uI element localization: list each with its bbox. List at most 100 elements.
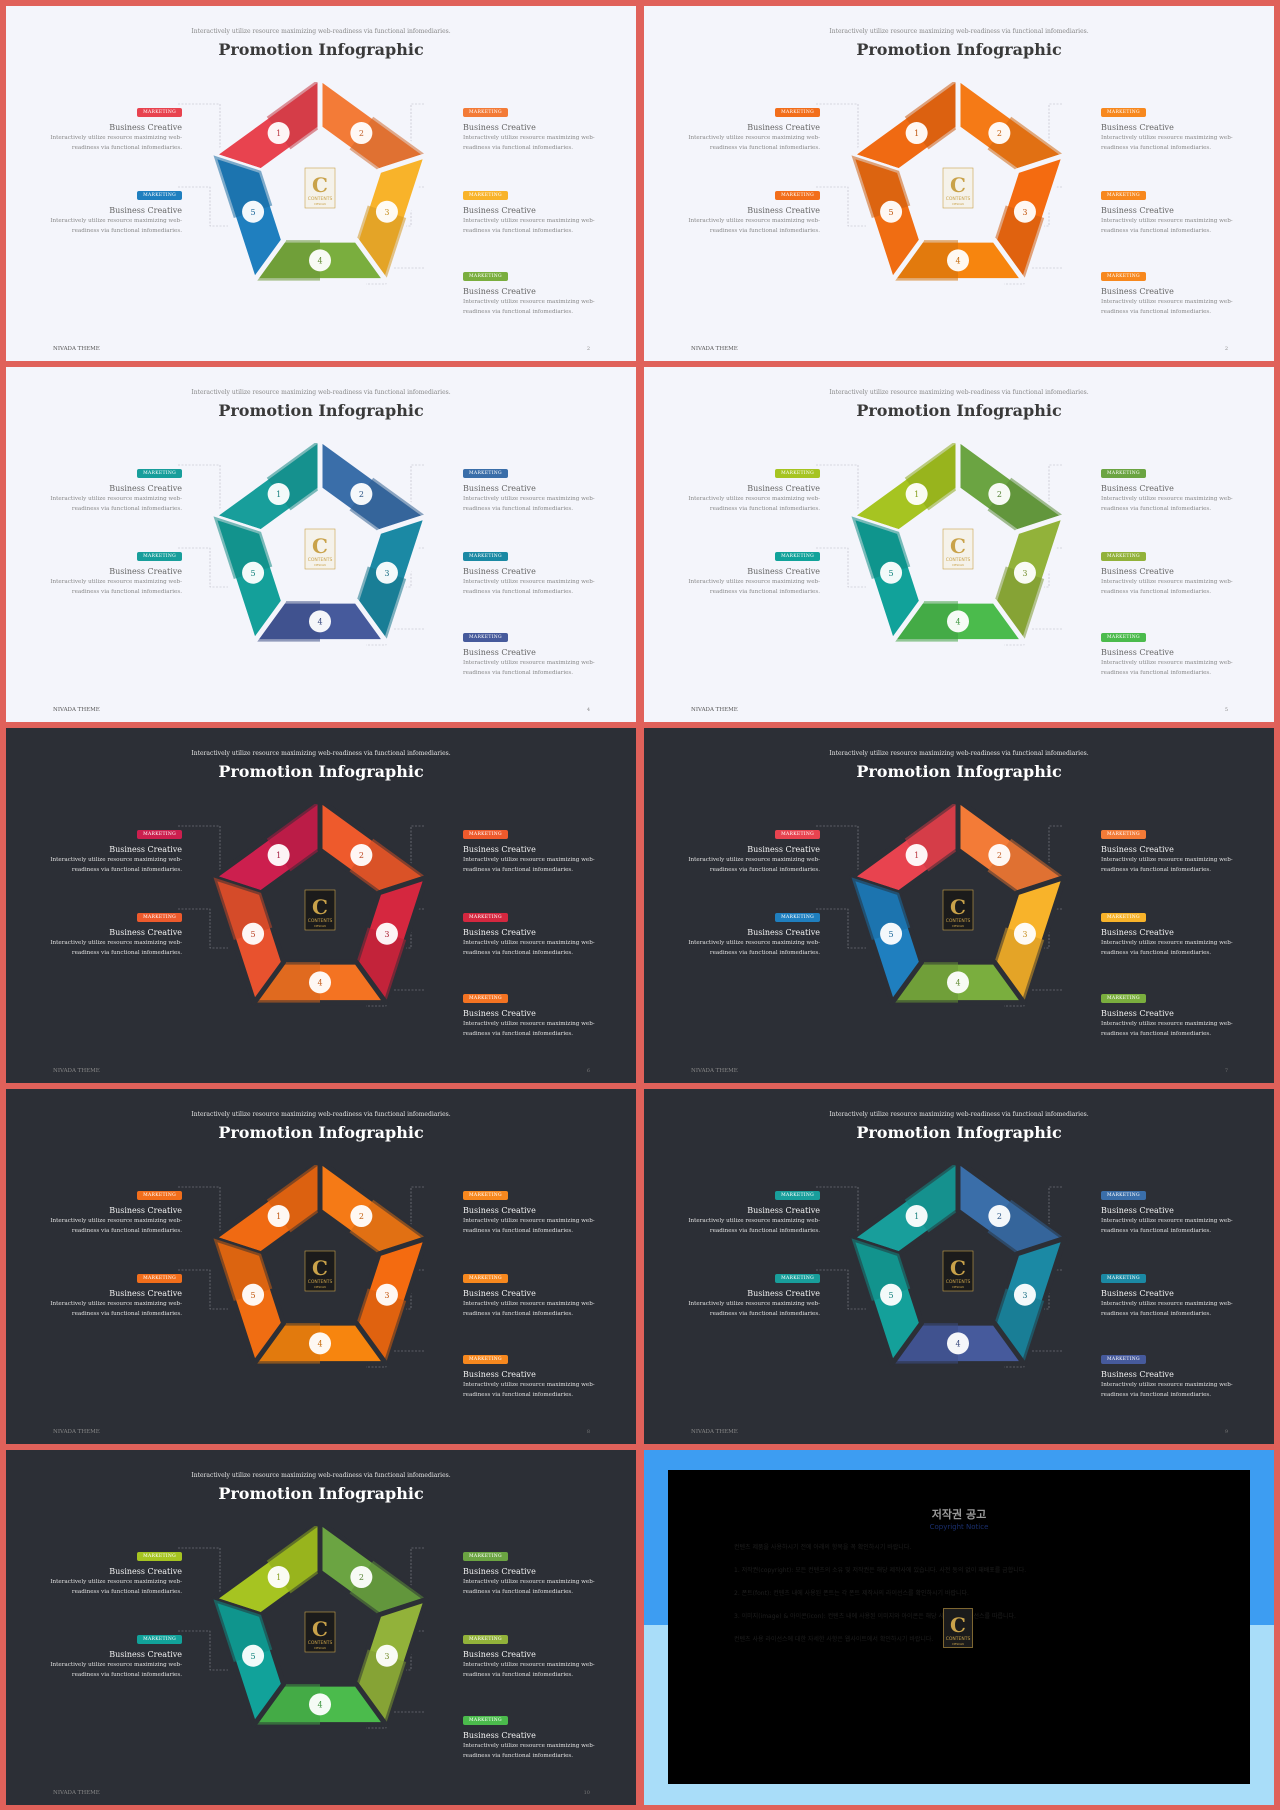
step-number: 4	[955, 256, 960, 265]
callout-description: Interactively utilize resource maximizin…	[660, 1217, 820, 1236]
callout-heading: Business Creative	[463, 1370, 536, 1379]
callout-left-1: MARKETING Business Creative Interactively …	[22, 1181, 182, 1236]
marketing-tag: MARKETING	[463, 633, 508, 642]
footer-brand: NIVADA THEME	[53, 1790, 100, 1796]
callout-description-line1: Interactively utilize resource maximizin…	[1101, 299, 1233, 305]
callout-heading: Business Creative	[747, 845, 820, 854]
callout-heading: Business Creative	[1101, 1370, 1174, 1379]
step-number-badge	[309, 1332, 331, 1355]
step-number: 5	[889, 930, 894, 939]
callout-left-2: MARKETING Business Creative Interactively …	[660, 181, 820, 236]
callout-left-1: MARKETING Business Creative Interactively …	[22, 1542, 182, 1597]
step-number: 4	[317, 978, 322, 987]
step-number-badge	[988, 122, 1011, 145]
marketing-tag: MARKETING	[463, 1716, 508, 1725]
slide-3[interactable]: Interactively utilize resource maximizin…	[6, 367, 636, 722]
svg-text:DESIGN: DESIGN	[314, 202, 326, 206]
step-number-badge	[880, 922, 903, 945]
slide-9[interactable]: Interactively utilize resource maximizin…	[6, 1450, 636, 1805]
step-number-badge	[1013, 1283, 1036, 1306]
slide-8[interactable]: Interactively utilize resource maximizin…	[644, 1089, 1274, 1444]
callout-heading: Business Creative	[109, 1206, 182, 1215]
step-number: 4	[317, 1700, 322, 1709]
callout-right-4: MARKETING Business Creative Interactively …	[1101, 542, 1261, 597]
callout-heading: Business Creative	[747, 206, 820, 215]
slide-subtitle: Interactively utilize resource maximizin…	[191, 1472, 451, 1479]
pentagon-segment-1: 1	[848, 82, 961, 174]
step-number: 1	[914, 490, 919, 499]
svg-text:C: C	[950, 534, 966, 558]
callout-description-line1: Interactively utilize resource maximizin…	[50, 857, 182, 863]
step-number-badge	[242, 922, 265, 945]
page-number: 4	[586, 707, 590, 713]
callout-heading: Business Creative	[109, 1650, 182, 1659]
callout-description-line2: readiness via functional infomediaries.	[71, 1588, 182, 1595]
step-number-badge	[1013, 922, 1036, 945]
marketing-tag: MARKETING	[1101, 913, 1146, 922]
callout-description-line2: readiness via functional infomediaries.	[71, 505, 182, 512]
callout-description-line1: Interactively utilize resource maximizin…	[50, 218, 182, 224]
step-number: 5	[251, 1291, 256, 1300]
callout-right-3: MARKETING Business Creative Interactively …	[463, 98, 623, 153]
pentagon-segment-1: 1	[210, 1165, 323, 1257]
copyright-slide[interactable]: 저작권 공고 Copyright Notice 컨텐츠 제품을 사용하시기 전에 아…	[644, 1450, 1274, 1805]
marketing-tag: MARKETING	[137, 1552, 182, 1561]
step-number: 3	[384, 930, 389, 939]
pentagon-segment-4: 4	[889, 1320, 1027, 1367]
callout-right-4: MARKETING Business Creative Interactively …	[1101, 903, 1261, 958]
marketing-tag: MARKETING	[1101, 272, 1146, 281]
callout-heading: Business Creative	[1101, 567, 1174, 576]
step-number: 3	[1022, 930, 1027, 939]
marketing-tag: MARKETING	[463, 994, 508, 1003]
callout-right-5: MARKETING Business Creative Interactively …	[463, 1345, 623, 1400]
callout-description-line1: Interactively utilize resource maximizin…	[50, 1218, 182, 1224]
marketing-tag: MARKETING	[1101, 633, 1146, 642]
callout-description-line2: readiness via functional infomediaries.	[1101, 949, 1212, 956]
marketing-tag: MARKETING	[1101, 830, 1146, 839]
step-number-badge	[267, 122, 290, 145]
callout-description: Interactively utilize resource maximizin…	[22, 578, 182, 597]
callout-description-line2: readiness via functional infomediaries.	[463, 1227, 574, 1234]
callout-description-line1: Interactively utilize resource maximizin…	[688, 135, 820, 141]
callout-description-line2: readiness via functional infomediaries.	[463, 1671, 574, 1678]
callout-heading: Business Creative	[463, 1289, 536, 1298]
callout-heading: Business Creative	[109, 484, 182, 493]
pentagon-segment-4: 4	[251, 237, 389, 284]
step-number-badge	[375, 200, 398, 223]
marketing-tag: MARKETING	[775, 830, 820, 839]
callout-description: Interactively utilize resource maximizin…	[463, 1020, 623, 1039]
slide-subtitle: Interactively utilize resource maximizin…	[191, 389, 451, 396]
pentagon-segment-1: 1	[210, 82, 323, 174]
slide-7[interactable]: Interactively utilize resource maximizin…	[6, 1089, 636, 1444]
slide-6[interactable]: Interactively utilize resource maximizin…	[644, 728, 1274, 1083]
callout-description-line2: readiness via functional infomediaries.	[709, 949, 820, 956]
callout-description: Interactively utilize resource maximizin…	[1101, 939, 1261, 958]
step-number-badge	[267, 1205, 290, 1228]
callout-description-line1: Interactively utilize resource maximizin…	[463, 1218, 595, 1224]
svg-text:DESIGN: DESIGN	[952, 924, 964, 928]
callout-description: Interactively utilize resource maximizin…	[463, 1381, 623, 1400]
step-number-badge	[947, 971, 969, 994]
callout-description: Interactively utilize resource maximizin…	[1101, 1217, 1261, 1236]
page-number: 6	[586, 1068, 590, 1074]
callout-description: Interactively utilize resource maximizin…	[1101, 217, 1261, 236]
slide-2[interactable]: Interactively utilize resource maximizin…	[644, 6, 1274, 361]
slide-1[interactable]: Interactively utilize resource maximizin…	[6, 6, 636, 361]
slide-5[interactable]: Interactively utilize resource maximizin…	[6, 728, 636, 1083]
step-number-badge	[947, 249, 969, 272]
step-number: 4	[955, 1339, 960, 1348]
callout-description: Interactively utilize resource maximizin…	[1101, 856, 1261, 875]
step-number: 2	[359, 129, 364, 138]
callout-right-4: MARKETING Business Creative Interactively …	[463, 903, 623, 958]
slide-4[interactable]: Interactively utilize resource maximizin…	[644, 367, 1274, 722]
marketing-tag: MARKETING	[463, 1355, 508, 1364]
callout-description-line2: readiness via functional infomediaries.	[463, 1588, 574, 1595]
callout-description-line1: Interactively utilize resource maximizin…	[688, 1218, 820, 1224]
callout-description-line1: Interactively utilize resource maximizin…	[50, 496, 182, 502]
slide-title: Promotion Infographic	[218, 1484, 424, 1503]
logo-letter: C	[950, 1613, 966, 1637]
step-number: 2	[359, 1212, 364, 1221]
